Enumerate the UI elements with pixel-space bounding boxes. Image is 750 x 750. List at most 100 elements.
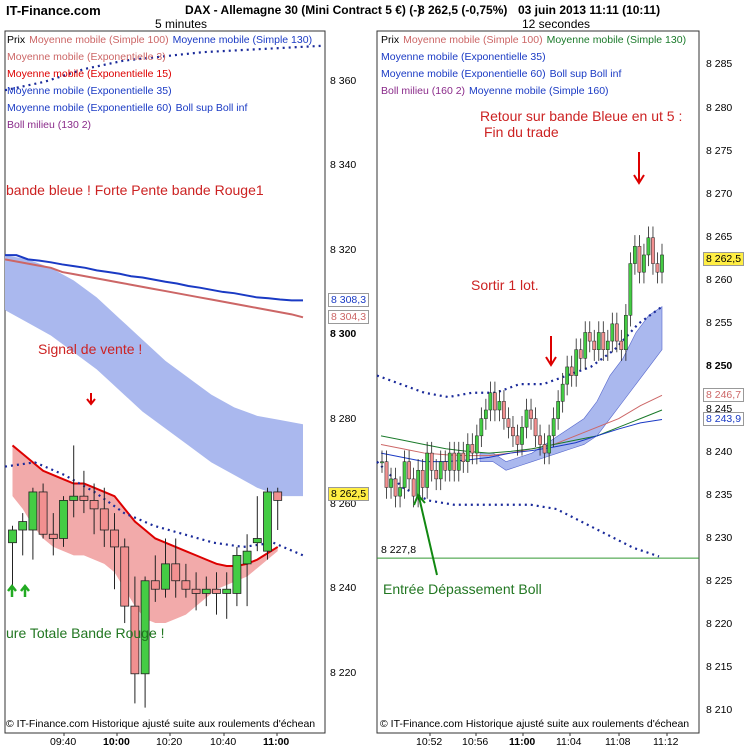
candle-right <box>633 235 637 275</box>
candle-right <box>624 304 628 361</box>
candle-right <box>497 390 502 422</box>
candle-body <box>474 435 479 454</box>
candle-body <box>150 580 160 590</box>
candle-right <box>592 329 597 361</box>
candle-right <box>470 433 475 465</box>
legend-left-item: Boll sup Boll inf <box>175 102 248 114</box>
legend-left-item: Moyenne mobile (Simple 130) <box>172 34 313 46</box>
candle-body <box>429 452 434 471</box>
candle-body <box>592 340 597 350</box>
y-tick-right: 8 270 <box>706 187 733 200</box>
candle-right <box>511 416 515 448</box>
candle-body <box>8 529 17 544</box>
candle-body <box>633 246 637 264</box>
x-tick-right: 11:08 <box>605 736 631 748</box>
candle-right <box>452 441 457 482</box>
candle-body <box>583 332 588 359</box>
candle-body <box>140 580 150 675</box>
legend-left-item: Boll milieu (130 2) <box>7 119 92 131</box>
x-tick-right: 10:52 <box>416 736 443 748</box>
candle-body <box>655 263 660 273</box>
candle-right <box>583 321 588 370</box>
candle-right <box>402 450 407 499</box>
candle-right <box>565 355 570 396</box>
candle-body <box>605 340 610 350</box>
candle-body <box>601 332 606 350</box>
candle-body <box>99 508 109 531</box>
candle-left <box>232 546 242 607</box>
candle-body <box>171 563 181 582</box>
price-tag-right: 8 262,5 <box>703 252 745 267</box>
candle-right <box>398 476 402 508</box>
candle-right <box>443 450 448 482</box>
candle-body <box>212 588 221 594</box>
candle-right <box>515 424 520 456</box>
candle-left <box>171 538 181 598</box>
candle-body <box>398 487 402 497</box>
candle-body <box>120 546 130 607</box>
candle-body <box>452 452 457 471</box>
y-tick-right: 8 215 <box>706 661 733 674</box>
candle-left <box>89 483 99 535</box>
support-line-label: 8 227,8 <box>381 544 417 557</box>
candle-body <box>488 392 493 411</box>
candle-body <box>628 263 633 316</box>
annotation-sortir: Sortir 1 lot. <box>471 277 539 293</box>
candle-right <box>529 398 533 430</box>
candle-body <box>222 588 232 594</box>
candle-body <box>565 366 570 385</box>
candle-body <box>434 470 439 480</box>
instrument-title: DAX - Allemagne 30 (Mini Contract 5 €) (… <box>185 3 422 17</box>
buy-arrow-left <box>20 583 30 597</box>
y-tick-right: 8 240 <box>706 446 733 459</box>
candle-right <box>628 252 633 327</box>
candle-body <box>524 409 529 428</box>
candle-left <box>191 572 201 611</box>
candle-body <box>18 521 28 531</box>
candle-left <box>201 576 211 607</box>
candle-body <box>79 495 89 501</box>
candle-body <box>263 491 272 552</box>
candle-body <box>569 366 574 376</box>
price-tag-left: 8 308,3 <box>328 293 370 308</box>
candle-right <box>547 424 551 465</box>
legend-left-item: Moyenne mobile (Simple 100) <box>29 34 169 46</box>
footer-right: © IT-Finance.com Historique ajusté suite… <box>380 718 690 730</box>
timeframe-left: 5 minutes <box>155 17 208 31</box>
candle-right <box>411 467 416 508</box>
candle-left <box>252 496 262 552</box>
candle-body <box>542 444 547 454</box>
legend-left-item: Moyenne mobile (Exponentielle 15) <box>7 68 172 80</box>
candle-body <box>69 495 79 501</box>
candle-body <box>273 491 283 501</box>
candle-left <box>59 496 68 547</box>
candle-left <box>263 487 272 560</box>
x-tick-right: 11:12 <box>653 736 679 748</box>
y-tick-right: 8 280 <box>706 101 733 114</box>
sell-arrow-right-top <box>633 152 645 185</box>
candle-body <box>416 470 420 497</box>
legend-left-item: Moyenne mobile (Exponentielle 60) <box>7 102 172 114</box>
candle-body <box>660 254 664 273</box>
x-tick-left: 10:00 <box>103 736 130 748</box>
candle-body <box>596 332 601 350</box>
candle-body <box>646 237 651 256</box>
candle-body <box>637 246 642 273</box>
y-tick-left: 8 320 <box>330 243 357 256</box>
candle-right <box>542 433 547 465</box>
candle-body <box>502 401 506 419</box>
candle-left <box>222 572 232 619</box>
y-tick-right: 8 275 <box>706 144 733 157</box>
candle-body <box>402 461 407 488</box>
legend-right-item: Moyenne mobile (Exponentielle 35) <box>381 51 546 63</box>
candle-body <box>28 491 38 531</box>
sell-arrow-left <box>86 393 96 406</box>
y-tick-right: 8 255 <box>706 316 733 329</box>
candle-body <box>59 500 68 539</box>
candle-right <box>605 329 610 361</box>
candle-body <box>384 461 389 488</box>
candle-right <box>651 226 655 275</box>
candle-body <box>587 332 592 342</box>
candle-left <box>161 538 170 598</box>
